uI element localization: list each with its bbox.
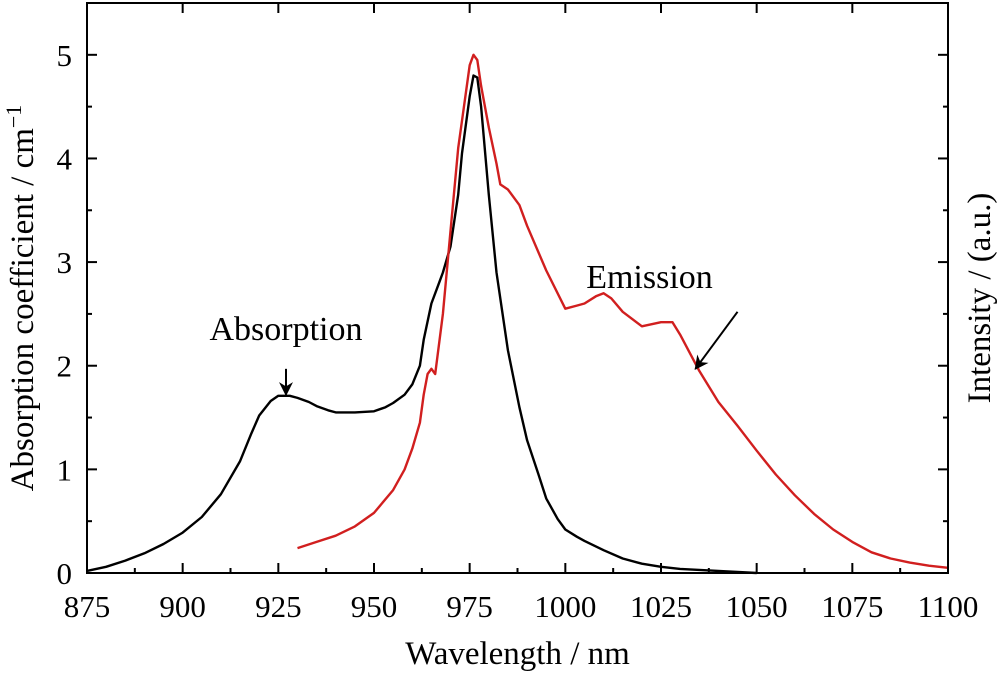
series-line-0 — [86, 74, 757, 575]
x-tick-label-3: 950 — [351, 589, 398, 624]
x-tick-label-6: 1025 — [630, 589, 692, 624]
x-tick-label-8: 1075 — [821, 589, 883, 624]
x-tick-label-5: 1000 — [534, 589, 596, 624]
annotation-label-0: Absorption — [209, 311, 362, 348]
annotation-arrow-1 — [694, 311, 739, 370]
annotation-label-1: Emission — [586, 259, 713, 296]
y-tick-label-2: 2 — [57, 349, 73, 384]
y-tick-label-3: 3 — [57, 245, 73, 280]
y-tick-label-4: 4 — [57, 141, 73, 176]
y-tick-label-5: 5 — [57, 38, 73, 73]
x-tick-label-9: 1100 — [918, 589, 979, 624]
y-axis-title: Absorption coefficient / cm−1 — [1, 105, 41, 492]
x-axis-title: Wavelength / nm — [405, 636, 630, 672]
plot-frame — [86, 2, 949, 574]
x-tick-label-0: 875 — [64, 589, 111, 624]
y-tick-label-0: 0 — [57, 556, 73, 591]
series-line-1 — [297, 53, 949, 569]
x-tick-label-4: 975 — [446, 589, 493, 624]
ticks-layer: 875 900 925 950 975 1000 1025 1050 1075 1100 0 1 2 3 4… — [57, 2, 979, 624]
y-axis-title-superscript: −1 — [1, 105, 26, 128]
series-layer — [86, 53, 949, 575]
x-tick-label-7: 1050 — [726, 589, 788, 624]
x-tick-label-2: 925 — [255, 589, 302, 624]
y2-axis-title: Intensity / (a.u.) — [962, 193, 998, 404]
y-tick-label-1: 1 — [57, 452, 73, 487]
y-axis-title-text: Absorption coefficient / cm — [5, 128, 41, 492]
annotation-layer: Absorption Emission — [209, 259, 739, 397]
x-tick-label-1: 900 — [159, 589, 206, 624]
plot-area — [86, 2, 949, 574]
